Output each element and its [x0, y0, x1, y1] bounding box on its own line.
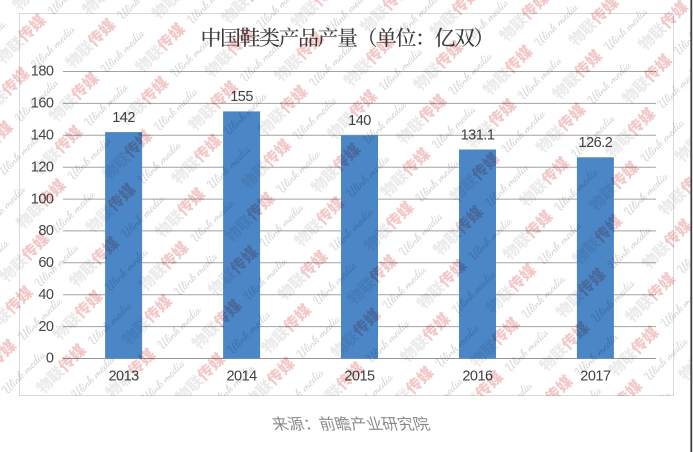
svg-text:155: 155	[230, 89, 253, 105]
svg-text:2015: 2015	[344, 369, 375, 385]
svg-text:20: 20	[38, 319, 54, 335]
svg-text:2017: 2017	[580, 369, 611, 385]
svg-text:126.2: 126.2	[579, 135, 613, 151]
svg-text:140: 140	[348, 113, 371, 129]
svg-text:180: 180	[31, 64, 54, 80]
svg-text:40: 40	[38, 287, 54, 303]
svg-text:160: 160	[31, 96, 54, 112]
svg-text:2016: 2016	[462, 369, 493, 385]
svg-text:0: 0	[46, 351, 54, 367]
svg-text:60: 60	[38, 255, 54, 271]
svg-text:2013: 2013	[108, 369, 139, 385]
svg-text:140: 140	[31, 128, 54, 144]
